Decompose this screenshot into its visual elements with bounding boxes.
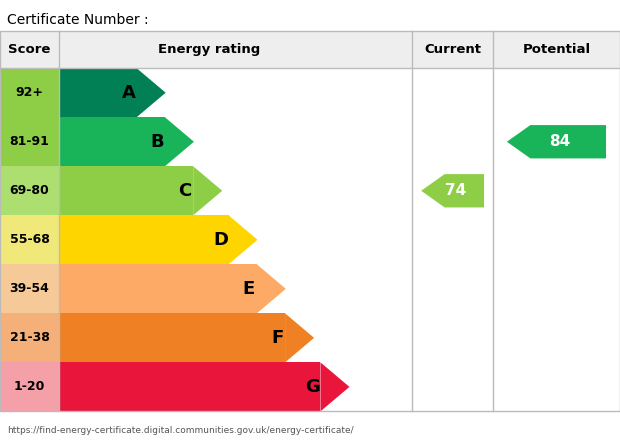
Bar <box>0 363 59 411</box>
Bar <box>59 68 136 117</box>
Text: F: F <box>271 329 283 347</box>
Bar <box>59 117 165 166</box>
Polygon shape <box>193 166 222 215</box>
Text: Energy rating: Energy rating <box>158 43 260 56</box>
Text: 21-38: 21-38 <box>9 331 50 345</box>
Polygon shape <box>421 174 484 207</box>
Text: B: B <box>150 133 164 151</box>
Polygon shape <box>321 363 350 411</box>
Text: Potential: Potential <box>523 43 590 56</box>
Text: G: G <box>305 378 320 396</box>
Bar <box>59 215 229 264</box>
Bar <box>0 166 59 215</box>
Text: 74: 74 <box>446 183 467 198</box>
Text: 39-54: 39-54 <box>9 282 50 295</box>
Text: E: E <box>242 280 255 298</box>
Bar <box>0 215 59 264</box>
Polygon shape <box>507 125 606 158</box>
Text: Current: Current <box>424 43 481 56</box>
Bar <box>0 313 59 363</box>
Text: 69-80: 69-80 <box>9 184 50 197</box>
Text: A: A <box>122 84 136 102</box>
Polygon shape <box>229 215 257 264</box>
Text: Certificate Number :: Certificate Number : <box>7 13 149 27</box>
Bar <box>59 166 193 215</box>
Text: D: D <box>213 231 228 249</box>
Text: 1-20: 1-20 <box>14 381 45 393</box>
Bar <box>0 31 620 411</box>
Text: 81-91: 81-91 <box>9 135 50 148</box>
Text: Score: Score <box>8 43 51 56</box>
Text: 55-68: 55-68 <box>9 233 50 246</box>
Bar <box>0 68 59 117</box>
Polygon shape <box>285 313 314 363</box>
Polygon shape <box>257 264 286 313</box>
Bar <box>59 264 257 313</box>
Bar <box>0 31 620 68</box>
Bar <box>59 363 321 411</box>
Polygon shape <box>136 68 166 117</box>
Polygon shape <box>165 117 194 166</box>
Text: https://find-energy-certificate.digital.communities.gov.uk/energy-certificate/: https://find-energy-certificate.digital.… <box>7 426 354 435</box>
Text: C: C <box>179 182 192 200</box>
Bar <box>59 313 285 363</box>
Text: 84: 84 <box>549 134 570 149</box>
Bar <box>0 117 59 166</box>
Bar <box>0 264 59 313</box>
Text: 92+: 92+ <box>16 86 43 99</box>
